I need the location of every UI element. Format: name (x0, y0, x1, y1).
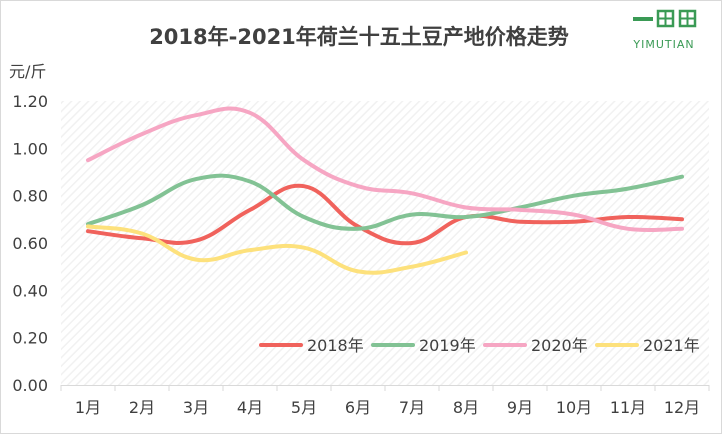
legend-label: 2019年 (419, 336, 476, 355)
brand-logo: YIMUTIAN (632, 9, 697, 51)
x-tick-label: 5月 (291, 398, 317, 417)
x-tick-label: 8月 (453, 398, 479, 417)
series-line-2021 (86, 224, 468, 275)
logo-mark-dash (633, 17, 653, 21)
x-tick-label: 2月 (129, 398, 155, 417)
y-tick-label: 0.60 (12, 234, 48, 253)
x-axis: 1月 2月 3月 4月 5月 6月 7月 8月 9月 10月 11月 12月 (60, 385, 710, 417)
y-tick-label: 0.00 (12, 376, 48, 395)
x-tick-label: 12月 (664, 398, 700, 417)
y-tick-label: 0.20 (12, 329, 48, 348)
y-tick-label: 1.20 (12, 92, 48, 111)
x-tick-label: 4月 (237, 398, 263, 417)
x-tick-label: 7月 (399, 398, 425, 417)
logo-text: YIMUTIAN (632, 38, 694, 51)
x-tick-label: 10月 (556, 398, 592, 417)
y-tick-label: 0.80 (12, 187, 48, 206)
chart-title: 2018年-2021年荷兰十五土豆产地价格走势 (149, 25, 569, 49)
x-tick-label: 6月 (345, 398, 371, 417)
x-tick-label: 9月 (507, 398, 533, 417)
series-line-2020 (86, 106, 684, 233)
x-tick-label: 3月 (183, 398, 209, 417)
series-group (86, 106, 684, 275)
x-tick-label: 11月 (610, 398, 646, 417)
y-axis: 0.00 0.20 0.40 0.60 0.80 1.00 1.20 (12, 92, 48, 395)
legend-label: 2018年 (307, 336, 364, 355)
series-line-2018 (86, 183, 684, 246)
logo-mark-field (656, 9, 697, 28)
x-tick-label: 1月 (75, 398, 101, 417)
y-tick-label: 1.00 (12, 139, 48, 158)
y-axis-unit: 元/斤 (9, 62, 46, 81)
legend-label: 2020年 (531, 336, 588, 355)
legend-label: 2021年 (643, 336, 700, 355)
legend: 2018年 2019年 2020年 2021年 (259, 336, 700, 355)
series-line-2019 (86, 173, 684, 231)
y-tick-label: 0.40 (12, 281, 48, 300)
